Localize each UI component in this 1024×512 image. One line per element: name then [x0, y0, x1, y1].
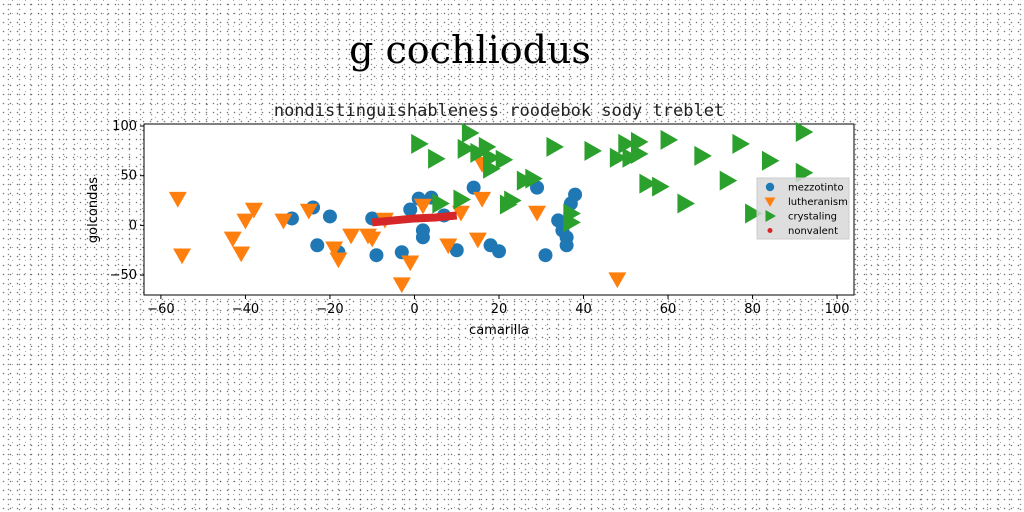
x-tick-label: 80 [744, 302, 761, 317]
x-tick-label: 20 [491, 302, 508, 317]
x-tick-label: −60 [147, 302, 174, 317]
x-tick-label: 40 [575, 302, 592, 317]
crystaling-point [453, 189, 471, 210]
legend: mezzotinto lutheranism crystaling nonvalent [756, 177, 850, 240]
lutheranism-point [468, 232, 487, 249]
lutheranism-point [244, 202, 263, 219]
mezzotinto-point [466, 180, 481, 195]
x-tick-label: 0 [410, 302, 418, 317]
mezzotinto-point [310, 238, 325, 253]
y-tick-label: −50 [110, 268, 137, 283]
lutheranism-point [329, 252, 348, 269]
lutheranism-point [223, 231, 242, 248]
lutheranism-point [392, 277, 411, 294]
crystaling-point [504, 190, 522, 211]
x-tick-label: −20 [316, 302, 343, 317]
crystaling-point [694, 145, 712, 166]
lutheranism-point [439, 238, 458, 255]
mezzotinto-point [568, 187, 583, 202]
data-marks [168, 121, 814, 294]
lutheranism-point [608, 272, 627, 289]
legend-marker-nonvalent [767, 228, 773, 233]
crystaling-point [609, 147, 628, 168]
chart-subtitle: nondistinguishableness roodebok sody tre… [274, 101, 724, 121]
legend-label-crystaling: crystaling [788, 212, 837, 223]
crystaling-point [719, 170, 738, 191]
mezzotinto-point [492, 244, 506, 259]
mezzotinto-point [530, 180, 545, 195]
crystaling-point [546, 136, 564, 157]
crystaling-point [495, 149, 514, 170]
x-axis-title: camarilla [469, 323, 529, 338]
crystaling-point [411, 133, 429, 154]
mezzotinto-point [538, 248, 553, 263]
y-tick-label: 0 [129, 218, 137, 233]
y-axis: −50 0 50 100 [110, 119, 144, 283]
lutheranism-point [528, 205, 547, 222]
x-tick-label: 100 [825, 302, 850, 317]
lutheranism-point [451, 205, 470, 222]
lutheranism-point [342, 228, 361, 245]
page-title: g cochliodus [349, 28, 591, 72]
lutheranism-point [236, 213, 255, 230]
legend-marker-crystaling [765, 210, 776, 222]
legend-label-nonvalent: nonvalent [788, 226, 838, 237]
x-tick-label: −40 [232, 302, 259, 317]
legend-label-lutheranism: lutheranism [788, 197, 848, 208]
legend-marker-mezzotinto [765, 182, 775, 192]
mezzotinto-point [322, 209, 337, 224]
y-tick-label: 100 [112, 119, 137, 134]
lutheranism-point [173, 248, 192, 265]
legend-label-mezzotinto: mezzotinto [788, 183, 844, 194]
y-axis-title: golcondas [86, 177, 101, 243]
crystaling-point [677, 193, 695, 214]
crystaling-point [428, 148, 446, 169]
crystaling-point [639, 173, 657, 194]
mezzotinto-point [369, 248, 384, 263]
lutheranism-point [168, 191, 187, 208]
crystaling-point [563, 212, 581, 233]
crystaling-point [584, 140, 602, 161]
lutheranism-point [401, 255, 420, 272]
nonvalent-line [371, 211, 458, 227]
crystaling-point [761, 150, 780, 171]
crystaling-point [525, 168, 543, 189]
crystaling-point [483, 158, 501, 179]
mezzotinto-point [449, 243, 464, 258]
crystaling-point [732, 133, 750, 154]
crystaling-point [795, 121, 814, 142]
lutheranism-point [363, 231, 382, 248]
crystaling-point [660, 129, 679, 150]
lutheranism-point [232, 246, 251, 263]
x-tick-label: 60 [660, 302, 677, 317]
x-axis: −60 −40 −20 0 20 40 60 80 100 [147, 295, 850, 317]
lutheranism-point [274, 213, 293, 230]
mezzotinto-point [403, 202, 418, 217]
legend-marker-lutheranism [764, 197, 776, 207]
lutheranism-point [299, 203, 318, 220]
y-tick-label: 50 [120, 169, 137, 184]
lutheranism-point [413, 198, 432, 215]
crystaling-point [461, 122, 480, 143]
mezzotinto-point [415, 230, 430, 245]
crystaling-point [745, 203, 763, 224]
crystaling-point [457, 138, 476, 159]
lutheranism-point [325, 241, 344, 258]
lutheranism-point [473, 191, 492, 208]
crystaling-point [432, 193, 450, 214]
crystaling-point [630, 143, 649, 164]
mezzotinto-point [559, 238, 574, 253]
crystaling-point [652, 176, 670, 197]
